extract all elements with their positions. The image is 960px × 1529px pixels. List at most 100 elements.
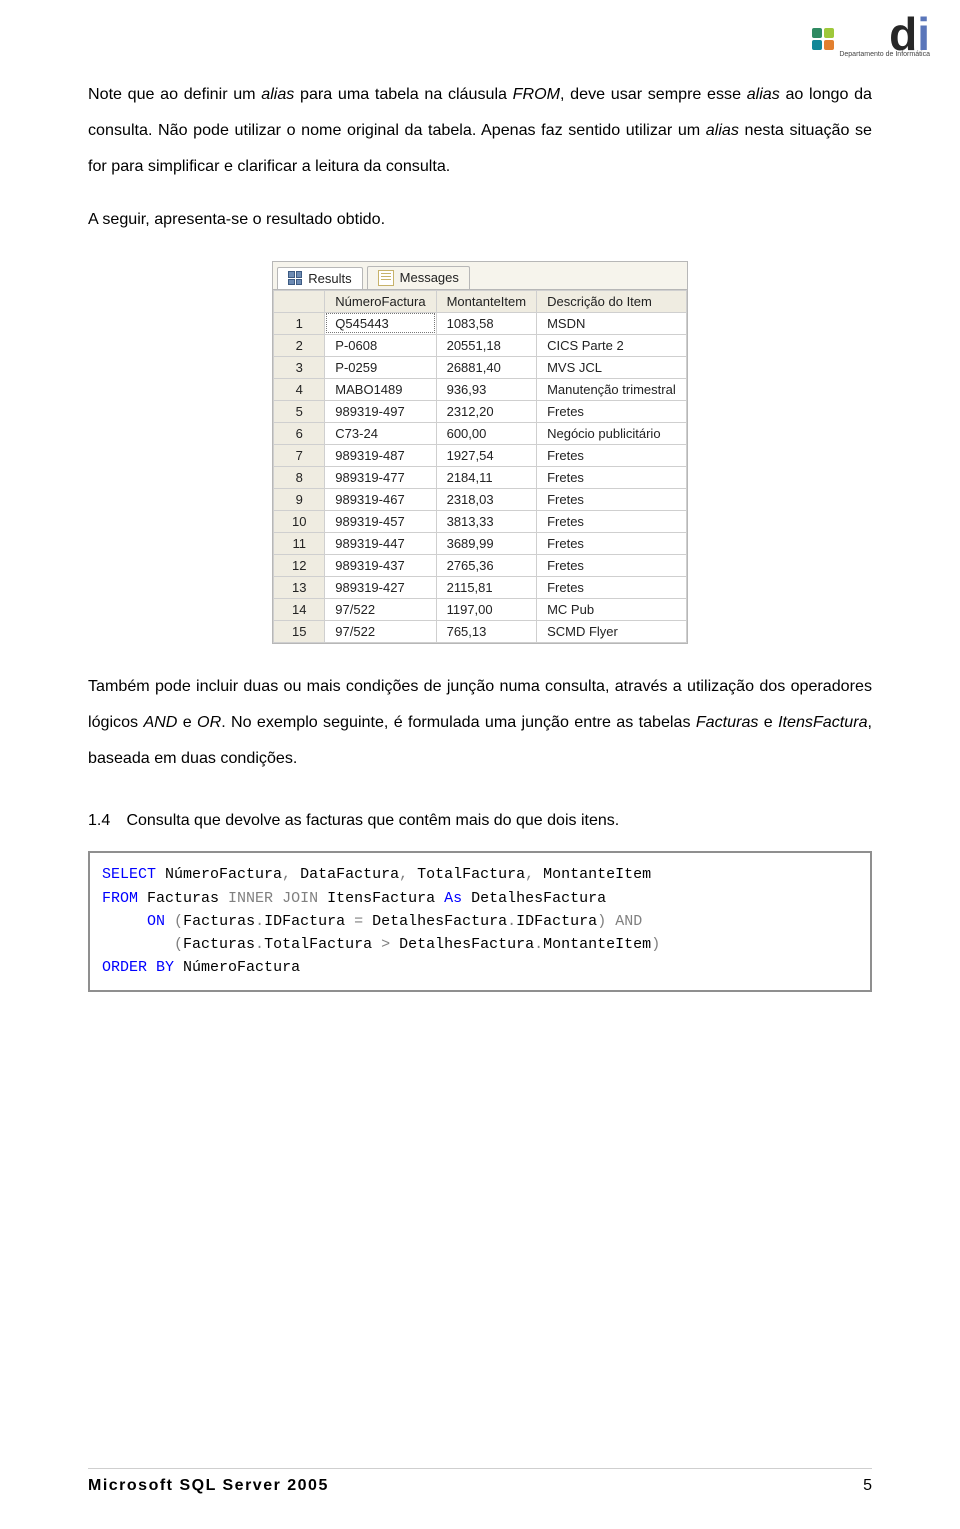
logo-sq-1 bbox=[824, 28, 834, 38]
table-row[interactable]: 8989319-4772184,11Fretes bbox=[274, 466, 686, 488]
table-cell: MVS JCL bbox=[537, 356, 687, 378]
tab-results[interactable]: Results bbox=[277, 267, 362, 289]
row-number: 11 bbox=[274, 532, 325, 554]
row-number: 13 bbox=[274, 576, 325, 598]
column-header: Descrição do Item bbox=[537, 290, 687, 312]
row-number: 15 bbox=[274, 620, 325, 642]
logo-sq-0 bbox=[812, 28, 822, 38]
table-cell: 989319-427 bbox=[325, 576, 436, 598]
table-cell: Fretes bbox=[537, 488, 687, 510]
section-heading: 1.4 Consulta que devolve as facturas que… bbox=[88, 807, 872, 836]
table-row[interactable]: 9989319-4672318,03Fretes bbox=[274, 488, 686, 510]
section-number: 1.4 bbox=[88, 807, 122, 836]
table-cell: MABO1489 bbox=[325, 378, 436, 400]
column-header bbox=[274, 290, 325, 312]
results-table: NúmeroFacturaMontanteItemDescrição do It… bbox=[273, 290, 686, 643]
table-cell: Negócio publicitário bbox=[537, 422, 687, 444]
table-row[interactable]: 10989319-4573813,33Fretes bbox=[274, 510, 686, 532]
table-cell: 1927,54 bbox=[436, 444, 537, 466]
table-cell: 2765,36 bbox=[436, 554, 537, 576]
table-cell: MSDN bbox=[537, 312, 687, 334]
table-row[interactable]: 7989319-4871927,54Fretes bbox=[274, 444, 686, 466]
table-cell: 989319-497 bbox=[325, 400, 436, 422]
table-cell: 3813,33 bbox=[436, 510, 537, 532]
table-cell: 989319-437 bbox=[325, 554, 436, 576]
table-row[interactable]: 2P-060820551,18CICS Parte 2 bbox=[274, 334, 686, 356]
table-row[interactable]: 4MABO1489936,93Manutenção trimestral bbox=[274, 378, 686, 400]
paragraph-2: Também pode incluir duas ou mais condiçõ… bbox=[88, 668, 872, 777]
table-cell: CICS Parte 2 bbox=[537, 334, 687, 356]
table-row[interactable]: 12989319-4372765,36Fretes bbox=[274, 554, 686, 576]
row-number: 5 bbox=[274, 400, 325, 422]
row-number: 10 bbox=[274, 510, 325, 532]
table-cell: 1083,58 bbox=[436, 312, 537, 334]
logo-squares bbox=[811, 27, 837, 51]
logo-sq-2 bbox=[812, 40, 822, 50]
table-row[interactable]: 13989319-4272115,81Fretes bbox=[274, 576, 686, 598]
row-number: 6 bbox=[274, 422, 325, 444]
table-row[interactable]: 6C73-24600,00Negócio publicitário bbox=[274, 422, 686, 444]
table-cell: P-0259 bbox=[325, 356, 436, 378]
row-number: 7 bbox=[274, 444, 325, 466]
brand-logo: di Departamento de Informática bbox=[811, 14, 930, 58]
row-number: 9 bbox=[274, 488, 325, 510]
logo-sq-3 bbox=[824, 40, 834, 50]
table-row[interactable]: 1497/5221197,00MC Pub bbox=[274, 598, 686, 620]
row-number: 2 bbox=[274, 334, 325, 356]
row-number: 8 bbox=[274, 466, 325, 488]
table-row[interactable]: 11989319-4473689,99Fretes bbox=[274, 532, 686, 554]
table-cell: 2312,20 bbox=[436, 400, 537, 422]
logo-letters: di bbox=[889, 14, 930, 55]
table-cell: MC Pub bbox=[537, 598, 687, 620]
table-cell: 989319-457 bbox=[325, 510, 436, 532]
page-footer: Microsoft SQL Server 2005 5 bbox=[88, 1468, 872, 1495]
table-cell: 2115,81 bbox=[436, 576, 537, 598]
column-header: NúmeroFactura bbox=[325, 290, 436, 312]
table-cell: 936,93 bbox=[436, 378, 537, 400]
table-cell: Manutenção trimestral bbox=[537, 378, 687, 400]
table-cell: 989319-467 bbox=[325, 488, 436, 510]
tab-messages-label: Messages bbox=[400, 270, 459, 285]
table-row[interactable]: 1Q5454431083,58MSDN bbox=[274, 312, 686, 334]
table-cell: 989319-447 bbox=[325, 532, 436, 554]
table-cell: Fretes bbox=[537, 444, 687, 466]
logo-subtitle: Departamento de Informática bbox=[839, 51, 930, 58]
tab-results-label: Results bbox=[308, 271, 351, 286]
table-cell: 97/522 bbox=[325, 620, 436, 642]
table-cell: 3689,99 bbox=[436, 532, 537, 554]
table-cell: Fretes bbox=[537, 400, 687, 422]
messages-icon bbox=[378, 270, 394, 286]
table-cell: 97/522 bbox=[325, 598, 436, 620]
footer-left: Microsoft SQL Server 2005 bbox=[88, 1477, 329, 1495]
row-number: 14 bbox=[274, 598, 325, 620]
paragraph-1: Note que ao definir um alias para uma ta… bbox=[88, 76, 872, 185]
table-cell: Q545443 bbox=[325, 312, 436, 334]
table-cell: 2318,03 bbox=[436, 488, 537, 510]
row-number: 3 bbox=[274, 356, 325, 378]
table-cell: 989319-477 bbox=[325, 466, 436, 488]
row-number: 12 bbox=[274, 554, 325, 576]
grid-icon bbox=[288, 271, 302, 285]
table-cell: 1197,00 bbox=[436, 598, 537, 620]
table-cell: 765,13 bbox=[436, 620, 537, 642]
sql-code-block: SELECT NúmeroFactura, DataFactura, Total… bbox=[88, 851, 872, 991]
table-cell: Fretes bbox=[537, 532, 687, 554]
table-row[interactable]: 5989319-4972312,20Fretes bbox=[274, 400, 686, 422]
section-title: Consulta que devolve as facturas que con… bbox=[126, 812, 619, 829]
tab-messages[interactable]: Messages bbox=[367, 266, 470, 289]
table-cell: Fretes bbox=[537, 466, 687, 488]
table-cell: 20551,18 bbox=[436, 334, 537, 356]
table-cell: Fretes bbox=[537, 576, 687, 598]
table-cell: 989319-487 bbox=[325, 444, 436, 466]
row-number: 4 bbox=[274, 378, 325, 400]
footer-page-number: 5 bbox=[863, 1477, 872, 1495]
table-cell: Fretes bbox=[537, 554, 687, 576]
table-cell: SCMD Flyer bbox=[537, 620, 687, 642]
results-tabs: Results Messages bbox=[273, 262, 686, 290]
table-row[interactable]: 1597/522765,13SCMD Flyer bbox=[274, 620, 686, 642]
table-cell: 2184,11 bbox=[436, 466, 537, 488]
table-row[interactable]: 3P-025926881,40MVS JCL bbox=[274, 356, 686, 378]
column-header: MontanteItem bbox=[436, 290, 537, 312]
table-cell: C73-24 bbox=[325, 422, 436, 444]
table-cell: 600,00 bbox=[436, 422, 537, 444]
